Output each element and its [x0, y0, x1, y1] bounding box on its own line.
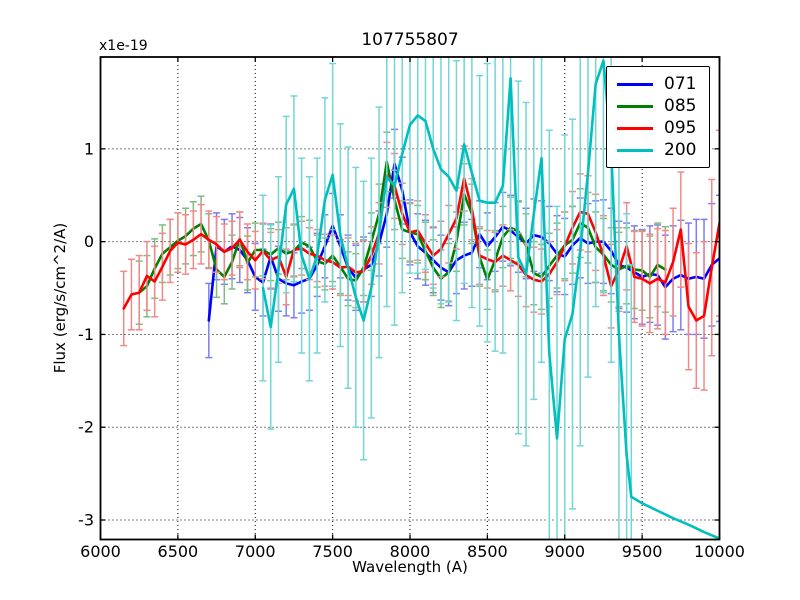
legend-swatch-071 — [617, 82, 653, 86]
legend-entry-085: 085 — [617, 95, 703, 117]
legend-swatch-095 — [617, 126, 653, 130]
legend-label-200: 200 — [664, 139, 697, 160]
chart-title: 107755807 — [361, 30, 459, 50]
x-tick-label: 8000 — [390, 542, 431, 561]
legend-entry-200: 200 — [617, 139, 703, 161]
x-tick-label: 7000 — [235, 542, 276, 561]
legend-label-071: 071 — [664, 73, 697, 94]
legend-swatch-085 — [617, 104, 653, 108]
x-axis-label: Wavelength (A) — [352, 558, 468, 576]
y-tick-label: -2 — [78, 418, 94, 437]
x-tick-label: 9500 — [622, 542, 663, 561]
axis-ticks: 6000 6500 7000 7500 8000 8500 9000 9500 10000 -3 -… — [78, 57, 745, 561]
legend-label-085: 085 — [664, 95, 697, 116]
x-tick-label: 7500 — [312, 542, 353, 561]
y-tick-label: 0 — [84, 232, 94, 251]
x-tick-label: 6000 — [80, 542, 121, 561]
series-095-line — [122, 173, 720, 322]
x-tick-label: 9000 — [544, 542, 585, 561]
data-area — [120, 57, 720, 540]
legend-entry-071: 071 — [617, 73, 703, 95]
y-tick-label: 1 — [84, 139, 94, 158]
y-tick-label: -1 — [78, 325, 94, 344]
legend-label-095: 095 — [664, 117, 697, 138]
x-tick-label: 8500 — [467, 542, 508, 561]
y-tick-label: -3 — [78, 511, 94, 530]
legend-entry-095: 095 — [617, 117, 703, 139]
x-tick-label: 10000 — [694, 542, 745, 561]
y-axis-label: Flux (erg/s/cm^2/A) — [51, 222, 69, 374]
axis-offset-text: x1e-19 — [99, 38, 148, 54]
legend-swatch-200 — [617, 148, 653, 152]
x-tick-label: 6500 — [158, 542, 199, 561]
legend: 071 085 095 200 — [606, 66, 710, 168]
